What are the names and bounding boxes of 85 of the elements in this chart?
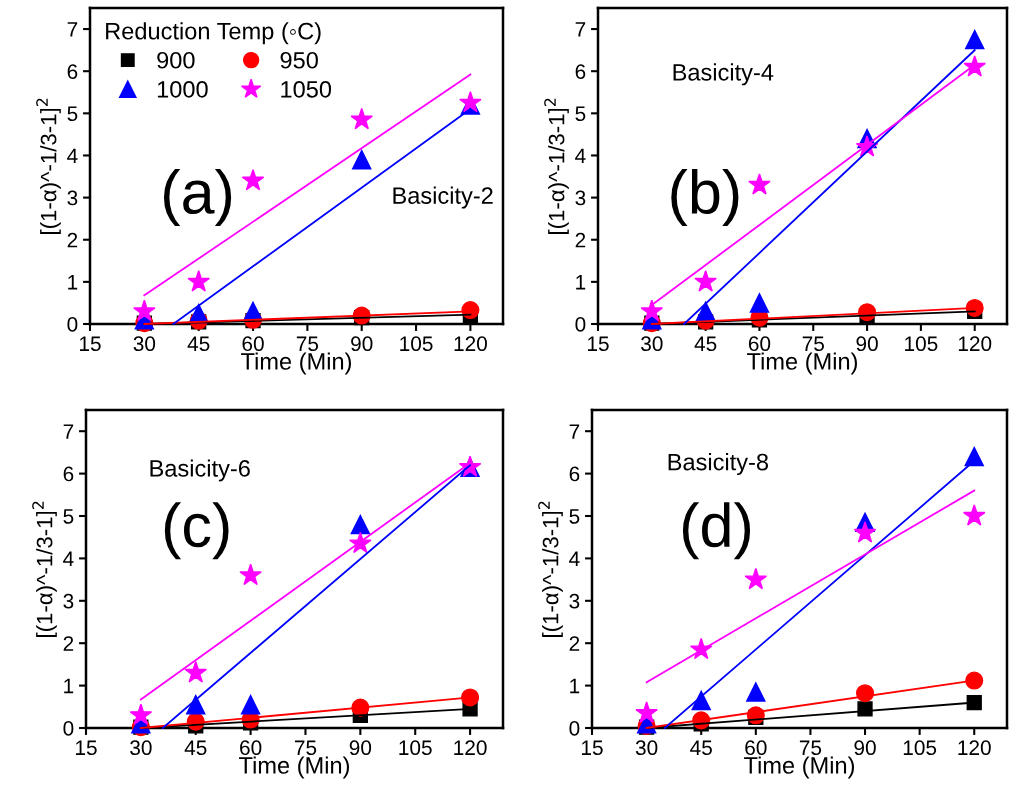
x-axis-title: Time (Min)	[744, 756, 854, 779]
y-tick-label: 6	[569, 466, 580, 482]
y-tick-label: 2	[67, 232, 78, 248]
y-tick-label: 6	[575, 64, 586, 79]
x-tick-label: 105	[903, 740, 937, 756]
annotation: Basicity-2	[393, 186, 493, 209]
y-tick-label: 7	[575, 22, 586, 37]
annotation: Basicity-8	[668, 453, 769, 476]
annotation: (b)	[671, 169, 739, 227]
x-tick-label: 45	[184, 740, 207, 756]
x-tick-label: 75	[802, 336, 824, 352]
x-tick-label: 105	[399, 740, 432, 756]
y-tick-label: 3	[569, 593, 580, 609]
x-tick-label: 75	[799, 740, 822, 756]
annotation: (a)	[164, 169, 232, 227]
y-tick-label: 6	[67, 64, 78, 79]
x-tick-label: 15	[582, 740, 603, 756]
y-tick-label: 2	[575, 232, 586, 248]
x-tick-label: 30	[635, 740, 658, 756]
x-tick-label: 120	[454, 740, 487, 756]
y-tick-label: 2	[569, 636, 580, 651]
x-tick-label: 45	[187, 336, 210, 352]
x-tick-label: 60	[240, 740, 262, 756]
annotation: Basicity-4	[673, 63, 774, 86]
x-tick-label: 90	[349, 740, 372, 756]
y-tick-label: 5	[569, 509, 580, 524]
x-tick-label: 75	[296, 336, 319, 352]
annotation: (c)	[164, 502, 229, 560]
y-tick-label: 0	[67, 317, 78, 332]
x-axis-title: Time (Min)	[747, 352, 857, 375]
y-tick-label: 5	[575, 106, 586, 122]
x-tick-label: 120	[958, 740, 991, 756]
y-tick-label: 0	[63, 721, 74, 736]
y-tick-label: 2	[63, 636, 74, 651]
y-tick-label: 3	[575, 190, 586, 206]
x-axis-title: Time (Min)	[241, 352, 351, 375]
x-tick-label: 30	[133, 336, 156, 352]
annotation: Basicity-6	[150, 459, 250, 482]
x-tick-label: 60	[242, 336, 264, 352]
y-tick-label: 1	[64, 678, 74, 694]
y-tick-label: 1	[570, 678, 580, 694]
y-axis-title: [(1-α)^-1/3-1]$^{2}$	[544, 98, 569, 234]
x-tick-label: 60	[745, 740, 767, 756]
y-tick-label: 7	[569, 424, 580, 439]
y-axis-title: [(1-α)^-1/3-1]$^{2}$	[36, 98, 61, 234]
x-tick-label: 45	[690, 740, 712, 756]
legend-label: 1000	[157, 80, 208, 98]
x-tick-label: 15	[80, 336, 101, 352]
x-tick-label: 30	[130, 740, 152, 756]
y-tick-label: 4	[67, 148, 78, 164]
x-tick-label: 105	[905, 336, 938, 352]
y-tick-label: 1	[68, 275, 78, 290]
x-tick-label: 90	[351, 336, 373, 352]
x-tick-label: 120	[454, 336, 487, 352]
y-tick-label: 7	[63, 424, 74, 439]
y-tick-label: 4	[569, 551, 580, 566]
x-tick-label: 105	[400, 336, 433, 352]
y-tick-label: 6	[63, 466, 74, 482]
x-tick-label: 90	[854, 740, 876, 756]
legend-title: Reduction Temp (◦C)	[106, 22, 321, 45]
x-tick-label: 120	[958, 336, 992, 352]
y-tick-label: 3	[67, 190, 78, 206]
x-tick-label: 90	[856, 336, 878, 352]
y-axis-title: [(1-α)^-1/3-1]$^{2}$	[32, 501, 57, 637]
annotation: (d)	[682, 502, 751, 560]
legend-label: 950	[280, 51, 318, 69]
y-tick-label: 0	[575, 317, 586, 332]
y-tick-label: 7	[67, 22, 78, 37]
y-tick-label: 4	[63, 551, 74, 566]
legend-label: 900	[157, 51, 195, 69]
x-tick-label: 45	[694, 336, 717, 352]
x-tick-label: 15	[588, 336, 609, 352]
y-axis-title: [(1-α)^-1/3-1]$^{2}$	[538, 501, 563, 637]
x-tick-label: 30	[641, 336, 663, 352]
legend-label: 1050	[281, 80, 332, 98]
y-tick-label: 1	[576, 275, 586, 290]
y-tick-label: 0	[569, 721, 580, 736]
x-axis-title: Time (Min)	[239, 756, 349, 779]
x-tick-label: 15	[76, 740, 97, 756]
x-tick-label: 75	[294, 740, 317, 756]
y-tick-label: 5	[63, 509, 74, 524]
y-tick-label: 3	[63, 593, 74, 609]
x-tick-label: 60	[748, 336, 771, 352]
y-tick-label: 4	[575, 148, 586, 164]
y-tick-label: 5	[67, 106, 78, 122]
